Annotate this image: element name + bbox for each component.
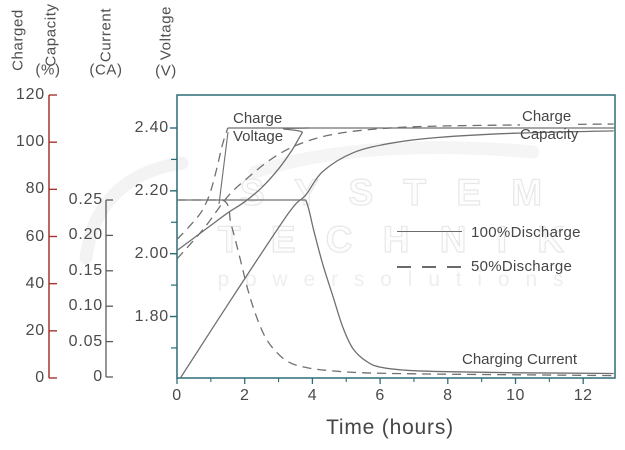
charging-current-label: Charging Current	[462, 351, 578, 368]
time-tick-label: 2	[239, 387, 250, 404]
charge-voltage-label-line1: Charge	[233, 110, 283, 127]
time-tick-label: 6	[375, 387, 385, 404]
voltage-axis-unit: (V)	[155, 62, 177, 80]
voltage-tick-label: 1.80	[134, 307, 169, 325]
legend-line-solid	[397, 231, 462, 232]
voltage-tick-label: 2.00	[134, 244, 169, 262]
charge-voltage-label: Charge Voltage	[233, 110, 283, 146]
current-tick-label: 0	[93, 368, 103, 385]
capacity-tick-label: 40	[25, 274, 45, 292]
curve-charge-voltage-50-discharge-	[176, 127, 229, 240]
capacity-axis-title-word2: Capacity	[42, 3, 60, 67]
time-tick-label: 12	[573, 387, 593, 404]
capacity-tick-label: 60	[25, 227, 45, 245]
capacity-tick-label: 80	[25, 180, 45, 198]
curve-charge-capacity-50-discharge-	[176, 123, 614, 260]
charge-voltage-label-line2: Voltage	[233, 128, 284, 145]
capacity-axis-unit: (%)	[35, 61, 61, 79]
time-tick-label: 10	[506, 387, 525, 404]
time-tick-label: 8	[443, 387, 453, 404]
curve-charge-voltage-100-discharge-	[176, 127, 616, 252]
watermark-line-technik: T E C H N I K	[217, 218, 575, 260]
charge-capacity-label: Charge Capacity	[520, 108, 579, 144]
charge-capacity-label-line2: Capacity	[520, 126, 579, 143]
voltage-tick-label: 2.20	[134, 181, 169, 199]
voltage-tick-label: 2.40	[134, 119, 169, 136]
legend-line-dashed	[397, 266, 461, 268]
legend-label-50-discharge: 50%Discharge	[471, 258, 573, 275]
capacity-tick-label: 100	[15, 133, 45, 151]
watermark-line-system: S Y S T E M	[239, 171, 553, 213]
current-tick-label: 0.10	[68, 297, 103, 315]
curve-charging-current-50-discharge-	[177, 199, 614, 377]
current-tick-label: 0.25	[68, 191, 103, 208]
voltage-axis-title: Voltage	[157, 5, 175, 61]
capacity-tick-label: 120	[15, 86, 45, 103]
current-axis-title: Current	[97, 7, 115, 63]
curve-charging-current-100-discharge-	[177, 199, 614, 375]
current-axis-unit: (CA)	[89, 61, 123, 79]
current-tick-label: 0.15	[68, 261, 103, 279]
time-tick-label: 0	[172, 387, 182, 404]
capacity-axis-title-word1: Charged	[9, 9, 27, 71]
time-axis-title: Time (hours)	[326, 416, 454, 439]
legend-label-100-discharge: 100%Discharge	[471, 224, 581, 241]
current-tick-label: 0.20	[68, 226, 103, 244]
capacity-tick-label: 0	[35, 369, 45, 386]
current-tick-label: 0.05	[68, 332, 103, 350]
time-tick-label: 4	[307, 387, 318, 404]
curve-charge-capacity-100-discharge-	[179, 130, 614, 379]
watermark-line-power-solutions: p o w e r s o l u t i o n s	[217, 268, 569, 291]
charge-capacity-label-line1: Charge	[520, 108, 579, 126]
capacity-tick-label: 20	[25, 321, 45, 339]
